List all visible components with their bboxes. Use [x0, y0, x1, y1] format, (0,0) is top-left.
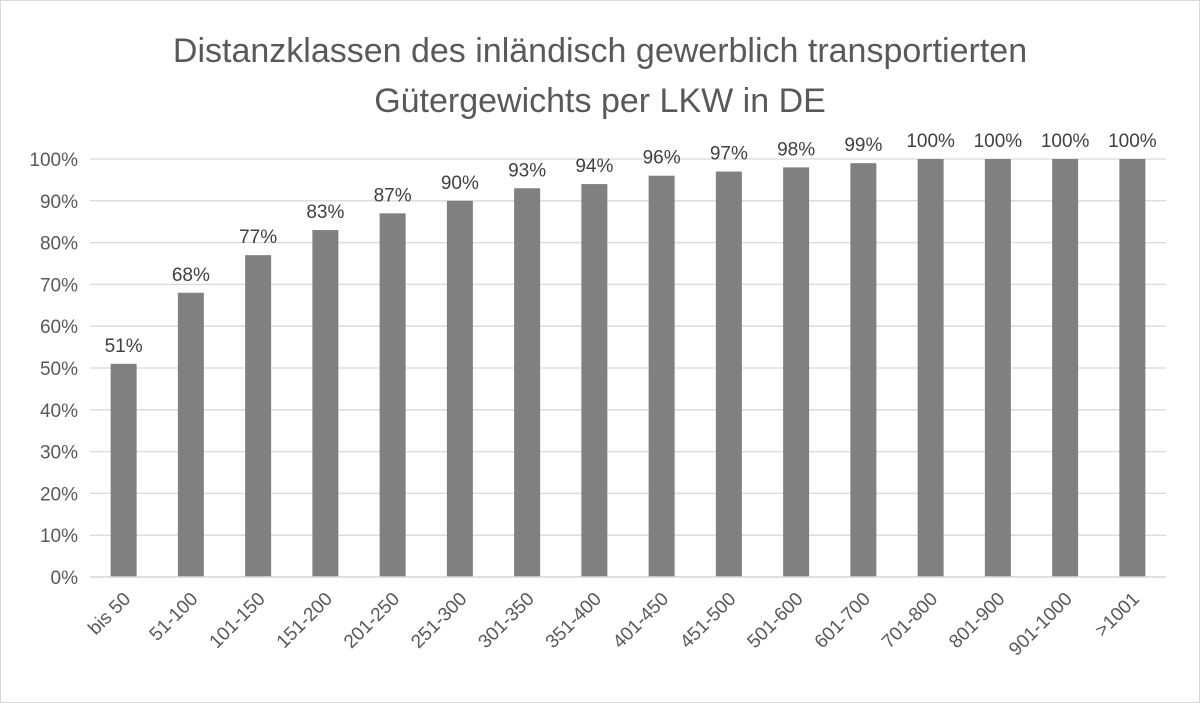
y-tick-label: 80%	[40, 234, 78, 255]
data-label: 100%	[974, 131, 1023, 152]
data-label: 100%	[1108, 131, 1157, 152]
y-tick-label: 70%	[40, 275, 78, 296]
x-category-label: 151-200	[273, 589, 337, 653]
x-category-label: 451-500	[676, 589, 740, 653]
data-label: 87%	[374, 185, 412, 206]
y-tick-label: 20%	[40, 484, 78, 505]
y-tick-label: 30%	[40, 443, 78, 464]
data-label: 93%	[508, 160, 546, 181]
bar	[177, 292, 204, 577]
data-label: 100%	[1041, 131, 1090, 152]
data-label: 51%	[105, 336, 143, 357]
chart-title-line-2: Gütergewichts per LKW in DE	[374, 82, 826, 120]
bar	[648, 175, 675, 577]
data-label: 97%	[710, 144, 748, 165]
x-category-label: 301-350	[475, 589, 539, 653]
x-category-label: 351-400	[542, 589, 606, 653]
x-category-label: 401-450	[609, 589, 673, 653]
data-label: 90%	[441, 173, 479, 194]
bar	[917, 159, 944, 577]
x-category-label: 101-150	[206, 589, 270, 653]
bar	[312, 230, 339, 577]
bar	[110, 363, 137, 577]
x-category-label: 201-250	[340, 589, 404, 653]
chart-title-line-1: Distanzklassen des inländisch gewerblich…	[172, 32, 1028, 70]
bar	[379, 213, 406, 577]
x-category-label: 701-800	[878, 589, 942, 653]
bar	[446, 200, 473, 578]
bar	[1052, 159, 1079, 577]
data-label: 100%	[906, 131, 955, 152]
data-label: 98%	[777, 139, 815, 160]
y-tick-label: 60%	[40, 317, 78, 338]
x-category-label: >1001	[1091, 589, 1144, 642]
bar	[245, 255, 272, 577]
data-label: 83%	[306, 202, 344, 223]
chart-title: Distanzklassen des inländisch gewerblich…	[0, 26, 1200, 126]
bar	[514, 188, 541, 577]
bar	[783, 167, 810, 578]
data-label: 77%	[239, 227, 277, 248]
bar	[850, 163, 877, 577]
y-tick-label: 90%	[40, 192, 78, 213]
data-label: 99%	[844, 135, 882, 156]
data-label: 68%	[172, 265, 210, 286]
x-category-label: 901-1000	[1005, 589, 1077, 661]
x-category-label: 51-100	[146, 589, 203, 646]
bar	[581, 184, 608, 577]
data-label: 94%	[575, 156, 613, 177]
bar	[715, 171, 742, 578]
x-category-label: bis 50	[84, 589, 135, 640]
x-category-label: 601-700	[811, 589, 875, 653]
y-tick-label: 40%	[40, 401, 78, 422]
y-tick-label: 100%	[29, 150, 78, 171]
x-category-label: 251-300	[407, 589, 471, 653]
bar	[1119, 159, 1146, 577]
bar	[984, 159, 1011, 577]
x-category-label: 501-600	[744, 589, 808, 653]
data-label: 96%	[643, 148, 681, 169]
y-tick-label: 10%	[40, 526, 78, 547]
y-tick-label: 50%	[40, 359, 78, 380]
x-category-label: 801-900	[945, 589, 1009, 653]
y-tick-label: 0%	[51, 568, 79, 589]
